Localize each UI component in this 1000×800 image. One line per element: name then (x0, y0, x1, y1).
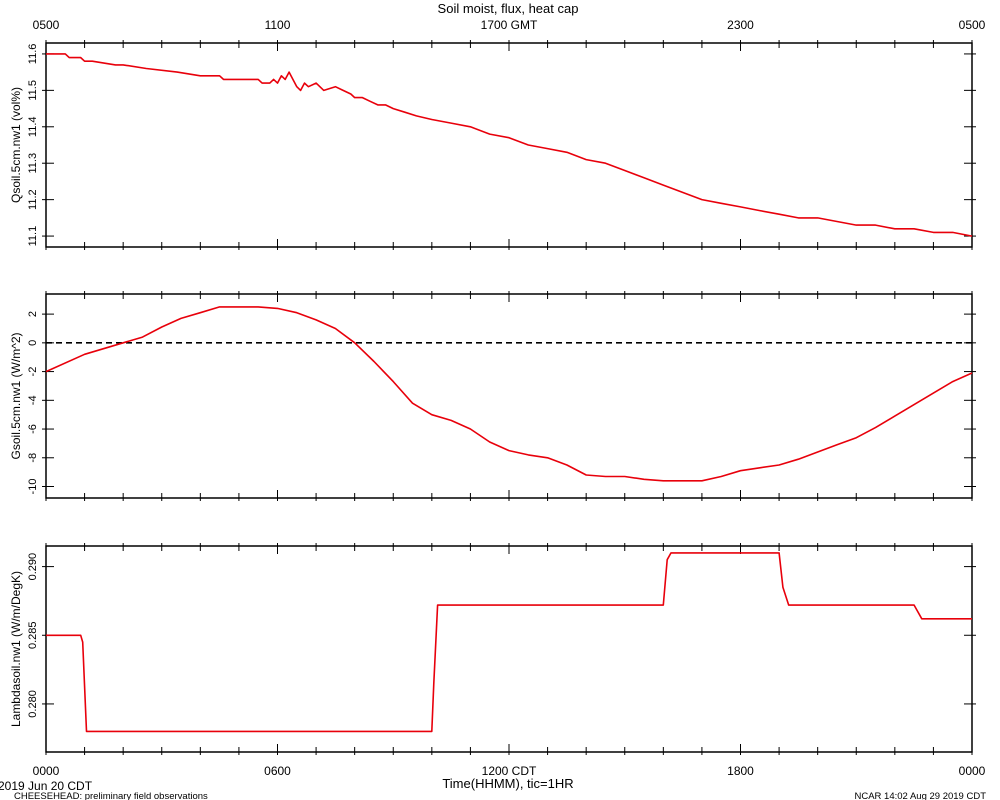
data-series-line (46, 53, 973, 237)
y-tick-label: -6 (27, 424, 39, 434)
bottom-tick-label: 0600 (264, 764, 291, 778)
bottom-tick-label: 1200 CDT (482, 764, 537, 778)
y-tick-label: 11.1 (27, 226, 39, 247)
y-tick-label: -8 (27, 453, 39, 463)
bottom-tick-label: 0000 (959, 764, 986, 778)
top-tick-label: 1100 (265, 18, 291, 32)
footer-project: CHEESEHEAD: preliminary field observatio… (14, 791, 208, 800)
y-tick-label: 11.2 (27, 189, 39, 210)
y-tick-label: 0 (27, 340, 39, 346)
panel-frame (45, 545, 973, 753)
top-tick-label: 0500 (33, 18, 60, 32)
y-tick-label: -4 (27, 395, 39, 405)
top-tick-label: 1700 GMT (481, 18, 538, 32)
y-axis-label: Gsoil.5cm.nw1 (W/m^2) (9, 333, 23, 460)
y-axis-label: Lambdasoil.nw1 (W/m/DegK) (9, 571, 23, 727)
y-tick-label: 2 (27, 311, 39, 317)
footer-stamp: NCAR 14:02 Aug 29 2019 CDT (855, 791, 987, 800)
y-axis-label: Qsoil.5cm.nw1 (vol%) (9, 87, 23, 203)
panel-frame (45, 293, 973, 499)
footer-date: 2019 Jun 20 CDT (0, 779, 93, 793)
x-axis-label: Time(HHMM), tic=1HR (442, 776, 573, 791)
bottom-tick-label: 0000 (33, 764, 60, 778)
top-tick-label: 2300 (727, 18, 754, 32)
y-tick-label: 11.4 (27, 116, 39, 137)
y-tick-label: -10 (27, 479, 39, 495)
panels: 11.1 11.2 11.3 11.4 11.5 11.6 Qsoil.5cm.nw1 (v… (9, 18, 986, 778)
y-tick-label: 0.290 (27, 553, 39, 581)
data-series-line (45, 306, 973, 482)
data-series-line (46, 552, 972, 733)
y-tick-label: 0.280 (27, 690, 39, 718)
y-tick-label: 11.5 (27, 80, 39, 101)
chart-title: Soil moist, flux, heat cap (438, 1, 579, 16)
top-tick-label: 0500 (959, 18, 986, 32)
y-tick-label: 11.3 (27, 153, 39, 174)
y-tick-label: -2 (27, 367, 39, 377)
y-tick-label: 11.6 (27, 44, 39, 65)
bottom-tick-label: 1800 (727, 764, 754, 778)
y-tick-label: 0.285 (27, 622, 39, 650)
